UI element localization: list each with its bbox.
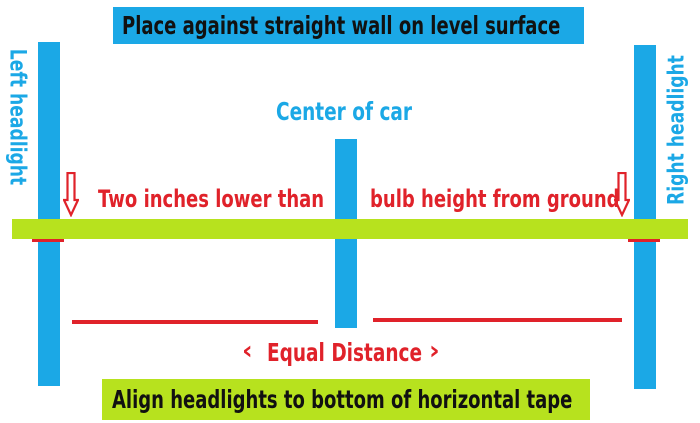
left-headlight-label-box: Left headlight — [4, 42, 30, 192]
instruction-left: Two inches lower than — [98, 185, 325, 213]
right-headlight-label: Right headlight — [664, 55, 690, 205]
footer-text: Align headlights to bottom of horizontal… — [112, 385, 573, 414]
right-headlight-label-box: Right headlight — [664, 55, 690, 205]
chevron-right-icon: › — [429, 336, 440, 366]
chevron-left-icon: ‹ — [242, 336, 253, 366]
header-text: Place against straight wall on level sur… — [122, 11, 561, 40]
left-headlight-label: Left headlight — [4, 48, 30, 186]
instruction-right-box: bulb height from ground — [370, 185, 620, 215]
instruction-left-box: Two inches lower than — [98, 185, 328, 215]
footer-banner: Align headlights to bottom of horizontal… — [102, 379, 590, 420]
down-arrow-icon — [614, 172, 630, 217]
right-headlight-marker — [628, 239, 660, 242]
left-headlight-marker — [32, 239, 64, 242]
center-of-car-label-box: Center of car — [276, 97, 416, 129]
horizontal-tape — [12, 219, 688, 239]
center-of-car-label: Center of car — [276, 97, 413, 126]
left-headlight-bar — [38, 42, 60, 386]
header-banner: Place against straight wall on level sur… — [113, 7, 584, 44]
down-arrow-icon — [63, 172, 79, 217]
distance-line-left — [72, 320, 318, 324]
equal-distance-label: Equal Distance — [267, 338, 423, 367]
right-headlight-bar — [634, 45, 656, 389]
distance-line-right — [373, 318, 622, 322]
instruction-right: bulb height from ground — [370, 185, 620, 213]
equal-distance-row: ‹ Equal Distance › — [240, 336, 460, 368]
